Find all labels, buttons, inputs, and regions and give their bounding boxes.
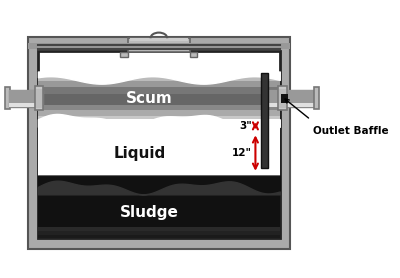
Bar	[38, 227, 280, 231]
Bar	[38, 235, 280, 238]
Bar	[9, 103, 43, 107]
Bar	[38, 231, 280, 235]
Bar	[314, 87, 319, 110]
Bar	[190, 52, 197, 58]
Bar	[38, 119, 280, 187]
Text: 3": 3"	[239, 121, 252, 131]
Bar	[38, 110, 280, 116]
Bar	[279, 89, 286, 108]
Bar	[38, 187, 280, 238]
Bar	[120, 52, 128, 58]
Bar	[28, 238, 290, 249]
Bar	[35, 86, 43, 110]
Bar	[28, 37, 38, 249]
Bar	[9, 90, 43, 94]
Text: 12": 12"	[232, 148, 252, 158]
Bar	[38, 94, 280, 105]
Bar	[261, 73, 268, 168]
Text: Sludge: Sludge	[120, 205, 179, 220]
Bar	[265, 90, 314, 94]
Bar	[265, 94, 314, 103]
Bar	[28, 37, 290, 249]
Text: Outlet Baffle: Outlet Baffle	[313, 126, 388, 136]
Bar	[128, 38, 190, 52]
Bar	[130, 38, 188, 41]
Bar	[9, 94, 43, 103]
Text: Liquid: Liquid	[114, 146, 166, 161]
Bar	[278, 86, 287, 110]
Bar	[38, 81, 280, 86]
Bar	[9, 90, 43, 107]
Bar	[281, 93, 288, 103]
Bar	[36, 89, 42, 108]
Bar	[28, 37, 290, 47]
Bar	[5, 87, 10, 110]
Bar	[38, 86, 280, 94]
Bar	[38, 105, 280, 110]
Bar	[38, 77, 280, 81]
Text: Scum: Scum	[126, 91, 173, 106]
Bar	[38, 116, 280, 119]
Bar	[38, 51, 280, 238]
Bar	[28, 43, 290, 49]
Bar	[265, 90, 314, 107]
Bar	[280, 37, 290, 249]
Bar	[265, 103, 314, 107]
